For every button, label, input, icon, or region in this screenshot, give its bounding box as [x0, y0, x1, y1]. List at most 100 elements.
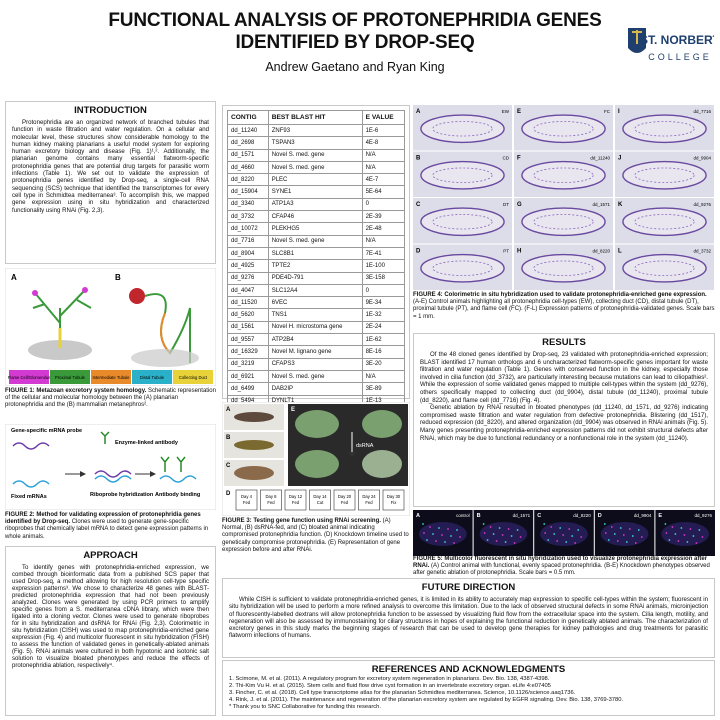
reference: 2. Thi-Kim Vu H. et al. (2015). Stem cel…: [229, 683, 551, 689]
panel-label: A: [226, 407, 231, 413]
panel-tag: dd_7716: [693, 109, 711, 114]
signal: [453, 542, 455, 544]
table-row: dd_2698 TSPAN3 4E-8: [227, 136, 406, 150]
text: While CISH is sufficient to validate pro…: [229, 596, 708, 640]
logo: ST. NORBERT COLLEGE: [628, 28, 714, 62]
worm: [418, 522, 467, 546]
figure5-caption: FIGURE 5: Multicolor fluorescent in situ…: [413, 556, 715, 578]
legend-swatch: [173, 370, 213, 384]
signal: [482, 523, 485, 525]
caption-label: FIGURE 2: Method for validating expressi…: [5, 512, 201, 526]
signal: [565, 541, 568, 543]
table-cell: 3E-158: [361, 271, 406, 285]
signal: [444, 541, 446, 543]
references: REFERENCES AND ACKNOWLEDGMENTS 1. Scimon…: [222, 660, 715, 716]
table-cell: dd_1571: [227, 148, 269, 162]
label: Enzyme-linked antibody: [115, 440, 179, 446]
signal: [610, 526, 613, 528]
legend-swatch: [132, 370, 172, 384]
table-row: dd_16329 Novel M. lignano gene 8E-16: [227, 345, 406, 359]
paragraph: Of the 48 cloned genes identified by Dro…: [420, 351, 708, 404]
signal: [631, 535, 634, 537]
table-row: dd_3732 CFAP46 2E-39: [227, 210, 406, 224]
stain: [634, 214, 695, 230]
panel-tag: FC: [604, 109, 611, 114]
signal: [665, 532, 668, 534]
stain: [533, 260, 594, 276]
table-cell: dd_8904: [227, 246, 269, 261]
table-cell: dd_6499: [227, 382, 269, 396]
signal: [701, 536, 704, 538]
signal: [513, 542, 516, 544]
panel-label: D: [598, 513, 602, 519]
signal: [510, 535, 513, 537]
caption: Schematic representation of the cellular…: [5, 388, 216, 409]
signal: [562, 534, 565, 536]
reference-list: 1. Scimone, M. et al. (2011). A regulato…: [229, 676, 708, 711]
signal: [459, 536, 461, 538]
panel-label: D: [416, 249, 421, 255]
table-cell: dd_11520: [227, 296, 269, 310]
signal: [507, 528, 510, 530]
panel-label: E: [517, 109, 521, 115]
table-cell: dd_9557: [227, 333, 269, 347]
table-row: dd_3340 ATP1A3 0: [227, 197, 406, 212]
panel-label: C: [226, 463, 231, 469]
signal: [568, 528, 571, 530]
table-cell: Novel S. med. gene: [267, 369, 363, 384]
signal: [544, 532, 547, 534]
table-cell: 3E-20: [361, 357, 406, 371]
table-cell: ZNF93: [267, 123, 363, 138]
figure4-caption: FIGURE 4: Colorimetric in situ hybridiza…: [413, 292, 715, 321]
table-cell: SLC12A4: [267, 283, 363, 298]
signal: [423, 532, 425, 534]
flame-cell: [32, 290, 38, 296]
table-row: dd_3219 CFAPS3 3E-20: [227, 357, 406, 371]
signal: [498, 527, 501, 529]
signal: [680, 527, 683, 529]
panel-label: K: [618, 202, 623, 208]
signal: [559, 527, 562, 529]
worm: [234, 466, 274, 480]
table-cell: dd_2698: [227, 136, 269, 150]
table-cell: 3E-89: [361, 382, 406, 396]
signal: [616, 540, 619, 542]
worm: [295, 450, 339, 478]
table-cell: 1E-32: [361, 308, 406, 322]
worm: [622, 114, 707, 144]
table-cell: 6VEC: [267, 296, 363, 310]
table-cell: CFAP46: [267, 210, 363, 224]
panel-label: B: [416, 156, 421, 162]
figure1: A B Flame Cell/Glomerulus Proximal Tubule…: [5, 268, 216, 386]
timeline-label: Day 30 Fix: [387, 494, 401, 505]
panel-tag: PT: [503, 249, 509, 254]
signal: [422, 523, 424, 525]
signal: [450, 535, 452, 537]
approach: APPROACH To identify genes with protonep…: [5, 546, 216, 716]
signal: [692, 535, 695, 537]
tissue: [131, 349, 199, 367]
text: To identify genes with protonephridia-en…: [12, 564, 209, 669]
panel-label: C: [537, 513, 541, 519]
reference: 4. Rink, J. et al. (2011). The maintenan…: [229, 697, 624, 703]
table-cell: dd_9276: [227, 271, 269, 285]
table-cell: DAB2IP: [267, 382, 363, 396]
caption-label: FIGURE 5: Multicolor fluorescent in situ…: [413, 556, 708, 570]
legend-swatch: [9, 370, 49, 384]
signal: [516, 529, 519, 531]
timeline-label: Day 24 Fed: [362, 494, 376, 505]
panel-label: E: [658, 513, 662, 519]
worm: [234, 412, 274, 422]
signal: [447, 528, 449, 530]
timeline-label: Day 14 Cut: [313, 494, 327, 505]
table-cell: 0: [361, 197, 406, 212]
table-cell: dd_6921: [227, 369, 269, 384]
label: Gene-specific mRNA probe: [11, 428, 82, 434]
timeline-label: Day 8 Fed: [266, 494, 278, 505]
table-box: CONTIG BEST BLAST HIT E VALUE dd_11240 ZNF9…: [222, 105, 410, 408]
crest-cross: [632, 30, 642, 44]
signal: [640, 536, 643, 538]
timeline-box: [333, 489, 356, 511]
signal: [603, 523, 606, 525]
